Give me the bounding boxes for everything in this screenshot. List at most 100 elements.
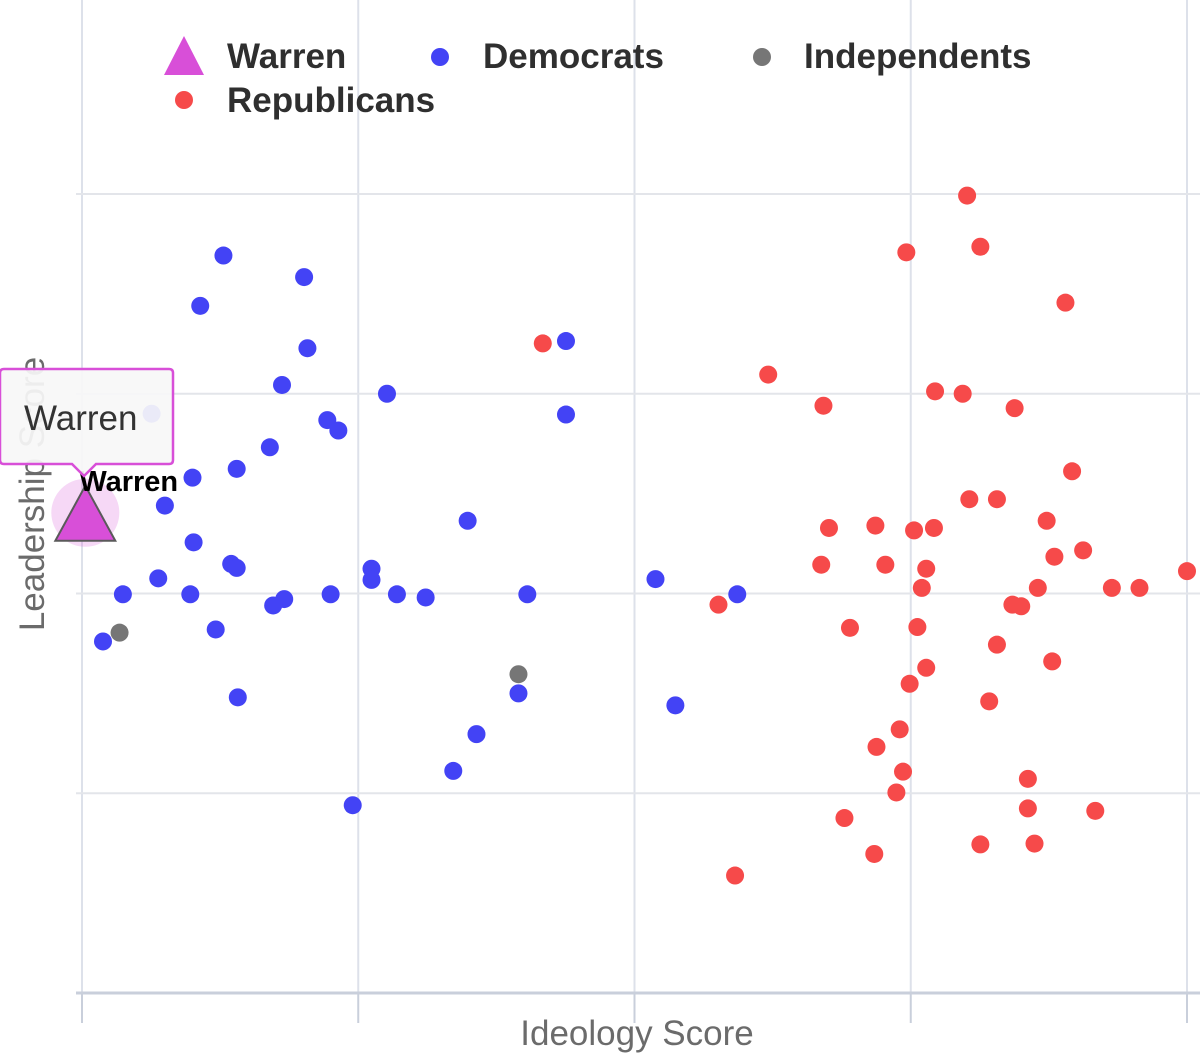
point-republicans[interactable] xyxy=(533,334,552,353)
point-democrats[interactable] xyxy=(666,696,685,715)
point-democrats[interactable] xyxy=(321,585,340,604)
point-democrats[interactable] xyxy=(518,585,537,604)
legend-label-republicans[interactable]: Republicans xyxy=(227,81,435,120)
point-republicans[interactable] xyxy=(840,618,859,637)
legend: Warren Democrats Independents Republicans xyxy=(164,36,1032,120)
point-republicans[interactable] xyxy=(1102,578,1121,597)
point-democrats[interactable] xyxy=(155,496,174,515)
point-republicans[interactable] xyxy=(917,559,936,578)
point-republicans[interactable] xyxy=(980,692,999,711)
point-democrats[interactable] xyxy=(556,332,575,351)
point-republicans[interactable] xyxy=(887,783,906,802)
point-republicans[interactable] xyxy=(1018,799,1037,818)
point-democrats[interactable] xyxy=(227,558,246,577)
point-democrats[interactable] xyxy=(298,339,317,358)
point-independents[interactable] xyxy=(509,665,528,684)
point-democrats[interactable] xyxy=(343,796,362,815)
point-republicans[interactable] xyxy=(1178,562,1196,581)
axes xyxy=(76,991,1200,1023)
point-republicans[interactable] xyxy=(953,384,972,403)
point-republicans[interactable] xyxy=(1037,511,1056,530)
point-republicans[interactable] xyxy=(894,762,913,781)
point-democrats[interactable] xyxy=(416,588,435,607)
point-republicans[interactable] xyxy=(926,382,945,401)
point-democrats[interactable] xyxy=(387,585,406,604)
point-democrats[interactable] xyxy=(206,620,225,639)
point-republicans[interactable] xyxy=(897,243,916,262)
point-republicans[interactable] xyxy=(726,866,745,885)
point-republicans[interactable] xyxy=(1056,293,1075,312)
point-democrats[interactable] xyxy=(191,296,210,315)
point-republicans[interactable] xyxy=(912,578,931,597)
point-democrats[interactable] xyxy=(149,569,168,588)
legend-label-warren[interactable]: Warren xyxy=(227,37,346,76)
point-republicans[interactable] xyxy=(876,555,895,574)
point-republicans[interactable] xyxy=(759,365,778,384)
point-republicans[interactable] xyxy=(1028,578,1047,597)
point-democrats[interactable] xyxy=(260,438,279,457)
point-republicans[interactable] xyxy=(812,555,831,574)
point-republicans[interactable] xyxy=(835,809,854,828)
point-democrats[interactable] xyxy=(93,632,112,651)
point-democrats[interactable] xyxy=(273,375,292,394)
point-republicans[interactable] xyxy=(1003,595,1022,614)
point-democrats[interactable] xyxy=(295,268,314,287)
point-republicans[interactable] xyxy=(987,490,1006,509)
point-republicans[interactable] xyxy=(924,518,943,537)
point-republicans[interactable] xyxy=(1130,578,1149,597)
point-democrats[interactable] xyxy=(184,533,203,552)
point-democrats[interactable] xyxy=(181,585,200,604)
point-republicans[interactable] xyxy=(866,516,885,535)
point-warren[interactable] xyxy=(53,483,117,542)
point-republicans[interactable] xyxy=(1063,462,1082,481)
point-democrats[interactable] xyxy=(329,421,348,440)
point-republicans[interactable] xyxy=(1074,541,1093,560)
point-democrats[interactable] xyxy=(556,405,575,424)
point-republicans[interactable] xyxy=(908,618,927,637)
point-democrats[interactable] xyxy=(183,468,202,487)
point-republicans[interactable] xyxy=(917,658,936,677)
point-republicans[interactable] xyxy=(1043,652,1062,671)
legend-marker-democrats xyxy=(431,48,449,66)
point-democrats[interactable] xyxy=(458,511,477,530)
point-democrats[interactable] xyxy=(362,570,381,589)
point-republicans[interactable] xyxy=(971,835,990,854)
warren-annotation-label: Warren xyxy=(79,466,178,498)
point-republicans[interactable] xyxy=(1086,801,1105,820)
point-republicans[interactable] xyxy=(905,521,924,540)
point-democrats[interactable] xyxy=(113,585,132,604)
annotations: Warren xyxy=(79,466,178,498)
point-democrats[interactable] xyxy=(227,459,246,478)
point-democrats[interactable] xyxy=(228,688,247,707)
point-democrats[interactable] xyxy=(377,384,396,403)
point-republicans[interactable] xyxy=(867,737,886,756)
point-democrats[interactable] xyxy=(444,761,463,780)
point-republicans[interactable] xyxy=(890,720,909,739)
point-republicans[interactable] xyxy=(709,595,728,614)
point-democrats[interactable] xyxy=(467,725,486,744)
data-points xyxy=(51,186,1196,885)
point-democrats[interactable] xyxy=(264,596,283,615)
point-democrats[interactable] xyxy=(728,585,747,604)
point-republicans[interactable] xyxy=(1018,769,1037,788)
tooltip-text: Warren xyxy=(24,399,137,438)
legend-label-independents[interactable]: Independents xyxy=(804,37,1032,76)
point-independents[interactable] xyxy=(110,623,129,642)
point-republicans[interactable] xyxy=(1025,834,1044,853)
point-republicans[interactable] xyxy=(987,635,1006,654)
point-democrats[interactable] xyxy=(646,570,665,589)
point-republicans[interactable] xyxy=(971,237,990,256)
point-republicans[interactable] xyxy=(865,844,884,863)
point-republicans[interactable] xyxy=(1045,547,1064,566)
point-republicans[interactable] xyxy=(958,186,977,205)
point-democrats[interactable] xyxy=(214,246,233,265)
legend-label-democrats[interactable]: Democrats xyxy=(483,37,664,76)
point-republicans[interactable] xyxy=(814,396,833,415)
point-republicans[interactable] xyxy=(900,674,919,693)
point-democrats[interactable] xyxy=(509,684,528,703)
point-republicans[interactable] xyxy=(819,518,838,537)
point-republicans[interactable] xyxy=(1005,399,1024,418)
point-republicans[interactable] xyxy=(960,490,979,509)
legend-marker-warren xyxy=(164,36,204,75)
